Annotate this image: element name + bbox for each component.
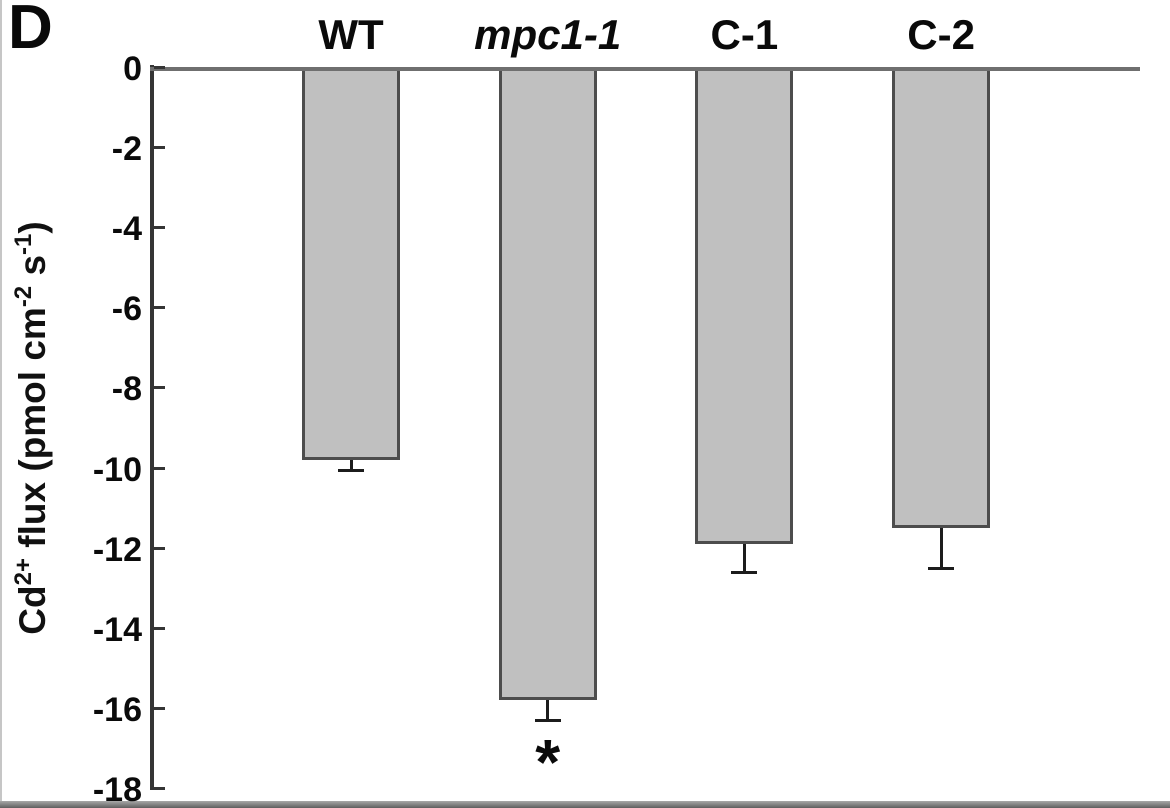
category-label-c-1: C-1 <box>710 11 779 58</box>
y-tick <box>154 787 165 790</box>
bar-c-1 <box>695 71 794 544</box>
error-bar-line <box>742 543 746 572</box>
y-tick-label: -18 <box>92 771 142 808</box>
y-title-text: flux (pmol cm <box>12 307 53 558</box>
y-title-superscript: 2+ <box>10 557 37 586</box>
y-tick <box>154 626 165 630</box>
y-tick <box>154 466 165 470</box>
bar-wt <box>302 71 400 460</box>
category-label-c-2: C-2 <box>907 11 975 58</box>
y-tick-label: -6 <box>111 290 142 329</box>
error-bar-cap <box>928 566 955 570</box>
y-tick <box>154 146 165 150</box>
screenshot-left-edge <box>0 0 2 808</box>
error-bar-line <box>546 699 550 720</box>
error-bar-cap <box>338 468 364 472</box>
y-tick <box>154 226 165 230</box>
y-tick <box>154 386 165 390</box>
error-bar-cap <box>731 570 758 574</box>
y-title-superscript: -1 <box>10 233 37 255</box>
y-axis-title: Cd2+ flux (pmol cm-2 s-1) <box>10 221 53 634</box>
y-tick-label: 0 <box>123 50 142 88</box>
bar-mpc1-1 <box>498 71 597 700</box>
zero-baseline <box>150 67 1140 71</box>
y-tick <box>154 546 165 550</box>
y-axis-line <box>150 65 154 790</box>
bar-c-2 <box>892 71 991 528</box>
category-label-mpc1-1: mpc1-1 <box>474 11 622 58</box>
y-title-text: s <box>12 254 53 286</box>
y-tick-label: -8 <box>111 370 142 409</box>
y-tick <box>154 306 165 310</box>
error-bar-line <box>939 527 943 568</box>
screenshot-bottom-edge <box>0 801 1170 808</box>
y-tick-label: -16 <box>92 690 142 729</box>
y-tick-label: -14 <box>92 610 142 649</box>
y-tick-label: -12 <box>92 530 142 569</box>
y-tick <box>154 706 165 710</box>
panel-label: D <box>8 0 54 62</box>
y-title-superscript: -2 <box>10 285 37 308</box>
y-tick <box>154 66 165 69</box>
error-bar-line <box>349 459 353 470</box>
category-label-wt: WT <box>318 11 384 58</box>
y-tick-label: -2 <box>111 130 142 169</box>
error-bar-cap <box>534 718 561 722</box>
significance-asterisk: * <box>535 725 561 798</box>
y-tick-label: -4 <box>111 210 142 249</box>
y-tick-label: -10 <box>92 450 142 489</box>
